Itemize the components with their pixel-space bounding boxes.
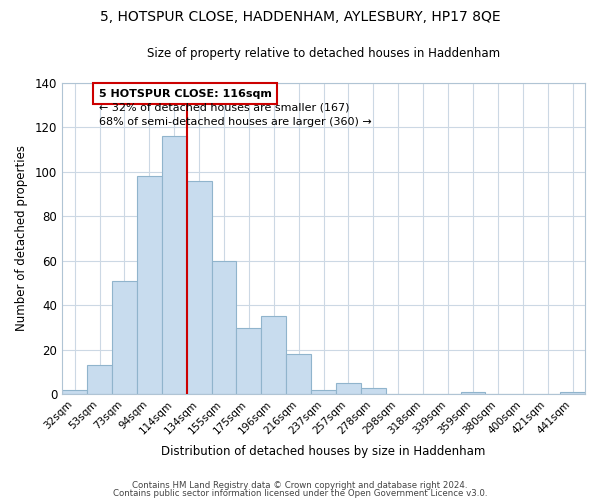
Text: 5 HOTSPUR CLOSE: 116sqm: 5 HOTSPUR CLOSE: 116sqm [99, 88, 272, 99]
Y-axis label: Number of detached properties: Number of detached properties [15, 146, 28, 332]
Bar [336, 384, 361, 394]
Text: Contains HM Land Registry data © Crown copyright and database right 2024.: Contains HM Land Registry data © Crown c… [132, 481, 468, 490]
Bar [262, 316, 286, 394]
Text: Contains public sector information licensed under the Open Government Licence v3: Contains public sector information licen… [113, 488, 487, 498]
Bar [461, 392, 485, 394]
Bar [361, 388, 386, 394]
Title: Size of property relative to detached houses in Haddenham: Size of property relative to detached ho… [147, 48, 500, 60]
Text: 5, HOTSPUR CLOSE, HADDENHAM, AYLESBURY, HP17 8QE: 5, HOTSPUR CLOSE, HADDENHAM, AYLESBURY, … [100, 10, 500, 24]
Bar [162, 136, 187, 394]
Bar [137, 176, 162, 394]
Bar [62, 390, 87, 394]
Bar [187, 180, 212, 394]
X-axis label: Distribution of detached houses by size in Haddenham: Distribution of detached houses by size … [161, 444, 486, 458]
Bar [212, 261, 236, 394]
Bar [311, 390, 336, 394]
Bar [286, 354, 311, 395]
Text: ← 32% of detached houses are smaller (167)
68% of semi-detached houses are large: ← 32% of detached houses are smaller (16… [99, 88, 371, 126]
Bar [87, 366, 112, 394]
Bar [236, 328, 262, 394]
Bar [112, 281, 137, 394]
Bar [560, 392, 585, 394]
